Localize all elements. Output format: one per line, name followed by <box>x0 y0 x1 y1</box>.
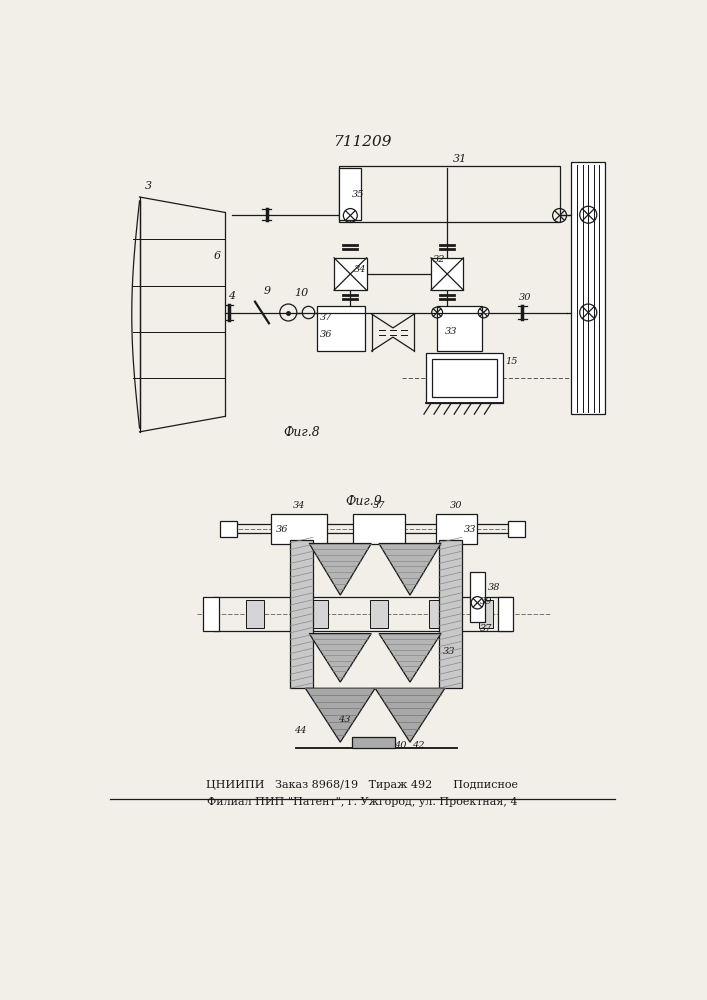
Text: 4: 4 <box>228 291 235 301</box>
Text: 36: 36 <box>276 525 288 534</box>
Bar <box>498 597 513 631</box>
Bar <box>317 306 365 351</box>
Text: 37: 37 <box>480 624 492 633</box>
Text: 3: 3 <box>145 181 153 191</box>
Polygon shape <box>379 634 441 682</box>
Text: Фиг.9: Фиг.9 <box>345 495 382 508</box>
Bar <box>479 600 493 628</box>
Bar <box>426 353 503 403</box>
Bar <box>339 168 361 220</box>
Text: 30: 30 <box>450 501 463 510</box>
Text: 33: 33 <box>445 327 457 336</box>
Text: 36: 36 <box>320 330 332 339</box>
Text: 9: 9 <box>264 286 271 296</box>
Bar <box>203 597 218 631</box>
Bar <box>438 540 462 688</box>
Text: 38: 38 <box>489 583 501 592</box>
Bar <box>469 572 485 622</box>
Text: Филиал ПИП "Патент", г. Ужгород, ул. Проектная, 4: Филиал ПИП "Патент", г. Ужгород, ул. Про… <box>206 797 518 807</box>
Bar <box>247 600 264 628</box>
Text: 711209: 711209 <box>333 135 391 149</box>
Bar <box>220 521 237 537</box>
Bar <box>352 737 395 748</box>
Text: 44: 44 <box>293 726 306 735</box>
Text: 42: 42 <box>412 741 425 750</box>
Text: 35: 35 <box>352 190 364 199</box>
Text: 34: 34 <box>293 501 305 510</box>
Bar <box>339 166 559 222</box>
Bar <box>436 514 477 544</box>
Bar <box>432 359 497 397</box>
Text: 41: 41 <box>377 741 389 750</box>
Polygon shape <box>375 688 445 742</box>
Text: 34: 34 <box>354 265 366 274</box>
Text: 32: 32 <box>433 255 445 264</box>
Text: 37: 37 <box>320 313 332 322</box>
Bar <box>271 514 327 544</box>
Text: 30: 30 <box>518 293 531 302</box>
Text: 40: 40 <box>358 741 370 750</box>
Text: 31: 31 <box>452 154 467 164</box>
Text: 37: 37 <box>373 501 385 510</box>
Polygon shape <box>379 544 441 595</box>
Bar <box>334 258 367 290</box>
Bar <box>290 540 313 688</box>
Text: 33: 33 <box>443 647 456 656</box>
Polygon shape <box>309 634 371 682</box>
Bar <box>508 521 525 537</box>
Text: 40: 40 <box>395 741 407 750</box>
Text: 10: 10 <box>295 288 309 298</box>
Bar <box>428 600 445 628</box>
Polygon shape <box>309 544 371 595</box>
Bar <box>437 306 482 351</box>
Bar <box>311 600 328 628</box>
Polygon shape <box>305 688 375 742</box>
Text: Фиг.8: Фиг.8 <box>283 426 320 439</box>
Text: ЦНИИПИ   Заказ 8968/19   Тираж 492      Подписное: ЦНИИПИ Заказ 8968/19 Тираж 492 Подписное <box>206 780 518 790</box>
Bar <box>431 258 464 290</box>
Bar <box>354 514 404 544</box>
Text: 6: 6 <box>214 251 221 261</box>
Bar <box>571 162 605 414</box>
Text: 43: 43 <box>338 715 351 724</box>
Bar <box>370 600 387 628</box>
Text: 15: 15 <box>506 357 518 366</box>
Text: 33: 33 <box>464 525 477 534</box>
Text: 39: 39 <box>480 597 492 606</box>
